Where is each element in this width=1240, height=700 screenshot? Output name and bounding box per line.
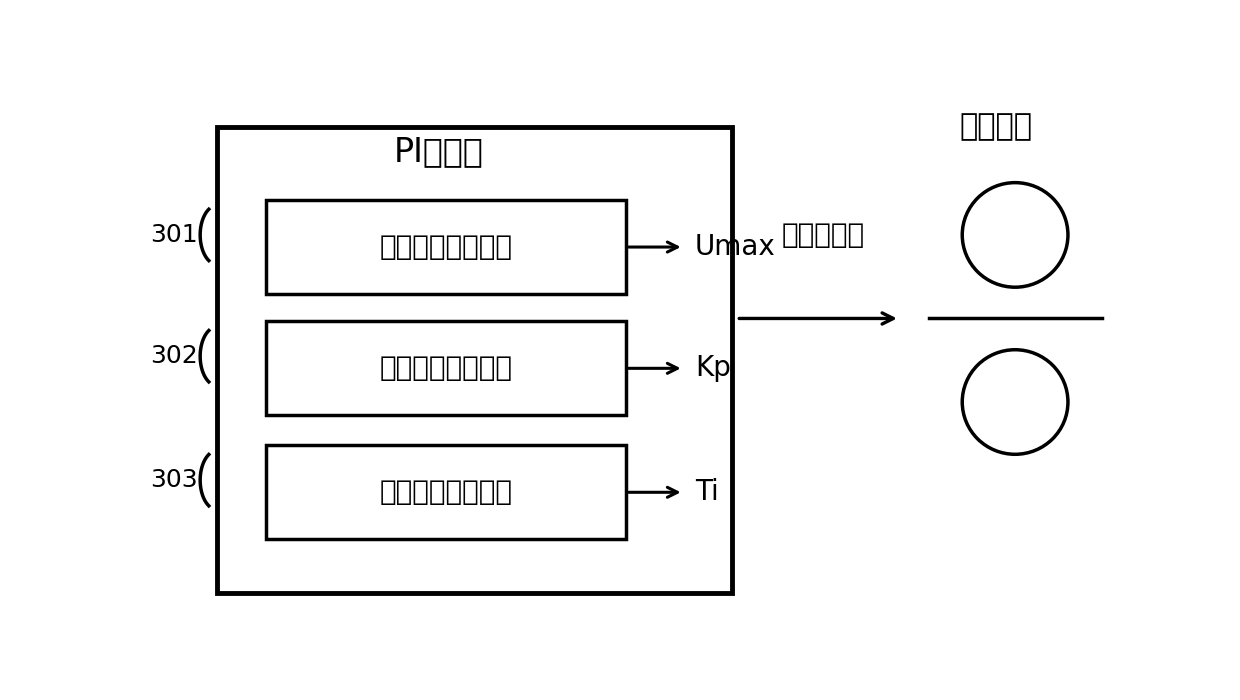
Text: 303: 303 bbox=[150, 468, 198, 492]
Text: 输出限幅控制模块: 输出限幅控制模块 bbox=[379, 233, 512, 261]
Ellipse shape bbox=[962, 183, 1068, 287]
Text: 比例系数控制模块: 比例系数控制模块 bbox=[379, 354, 512, 382]
Bar bbox=[217, 127, 732, 594]
Text: Umax: Umax bbox=[696, 233, 776, 261]
Text: Ti: Ti bbox=[696, 478, 719, 506]
Text: 积分时间控制模块: 积分时间控制模块 bbox=[379, 478, 512, 506]
Text: 平整机组: 平整机组 bbox=[960, 113, 1033, 141]
Bar bbox=[265, 445, 626, 540]
Text: PI控制器: PI控制器 bbox=[393, 135, 484, 168]
Text: 伺服阀开度: 伺服阀开度 bbox=[781, 221, 864, 249]
Bar bbox=[265, 321, 626, 416]
Bar bbox=[265, 200, 626, 294]
Text: 302: 302 bbox=[150, 344, 198, 368]
Ellipse shape bbox=[962, 350, 1068, 454]
Text: Kp: Kp bbox=[696, 354, 730, 382]
Text: 301: 301 bbox=[150, 223, 198, 247]
